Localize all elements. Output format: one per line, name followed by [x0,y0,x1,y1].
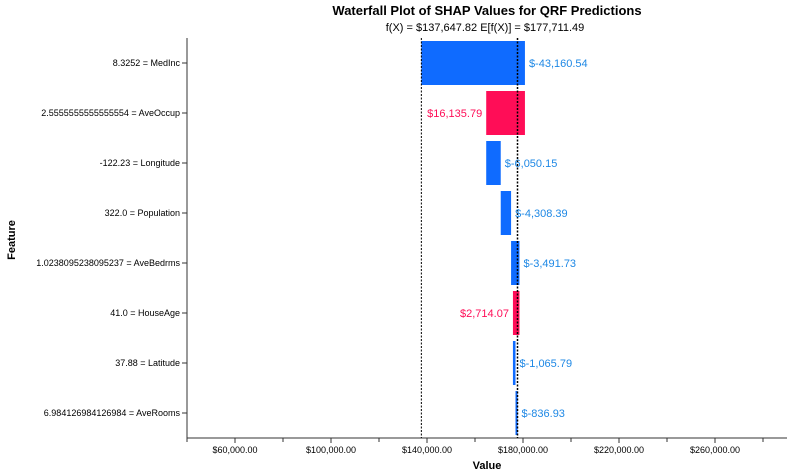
x-axis-ticks: $60,000.00 $100,000.00 $140,000.00 $180,000… [186,438,764,455]
value-label-1: $16,135.79 [427,108,482,120]
value-label-2: $-6,050.15 [505,158,558,170]
feature-label-6: 37.88 = Latitude [115,358,180,368]
feature-label-1: 2.5555555555555554 = AveOccup [41,108,180,118]
x-tick-label-2: $140,000.00 [402,445,452,455]
feature-label-4: 1.0238095238095237 = AveBedrms [36,258,180,268]
value-label-5: $2,714.07 [460,308,509,320]
chart-title: Waterfall Plot of SHAP Values for QRF Pr… [332,3,641,18]
x-axis-title: Value [473,460,502,472]
x-tick-label-4: $220,000.00 [594,445,644,455]
x-tick-label-0: $60,000.00 [212,445,257,455]
x-tick-label-5: $260,000.00 [690,445,740,455]
x-tick-label-3: $180,000.00 [498,445,548,455]
bars [421,41,525,435]
reference-lines [420,38,519,438]
feature-labels: 8.3252 = MedInc 2.5555555555555554 = AveO… [36,58,187,418]
value-label-0: $-43,160.54 [529,58,588,70]
y-axis-title: Feature [6,220,18,260]
shap-bar-0 [421,41,525,85]
value-label-6: $-1,065.79 [519,358,572,370]
feature-label-0: 8.3252 = MedInc [113,58,181,68]
value-label-7: $-836.93 [522,408,565,420]
shap-bar-4 [511,241,520,285]
value-label-4: $-3,491.73 [523,258,576,270]
chart-subtitle: f(X) = $137,647.82 E[f(X)] = $177,711.49 [386,22,585,34]
shap-bar-6 [512,341,516,385]
value-labels: $-43,160.54 $16,135.79 $-6,050.15 $-4,308.3… [427,58,588,420]
shap-bar-7 [515,391,518,435]
shap-bar-5 [512,291,520,335]
shap-bar-3 [500,191,512,235]
value-label-3: $-4,308.39 [515,208,568,220]
x-tick-label-1: $100,000.00 [306,445,356,455]
feature-label-7: 6.984126984126984 = AveRooms [44,408,181,418]
shap-bar-1 [486,91,525,135]
shap-bar-2 [486,141,501,185]
feature-label-2: -122.23 = Longitude [100,158,180,168]
feature-label-3: 322.0 = Population [105,208,180,218]
feature-label-5: 41.0 = HouseAge [110,308,180,318]
